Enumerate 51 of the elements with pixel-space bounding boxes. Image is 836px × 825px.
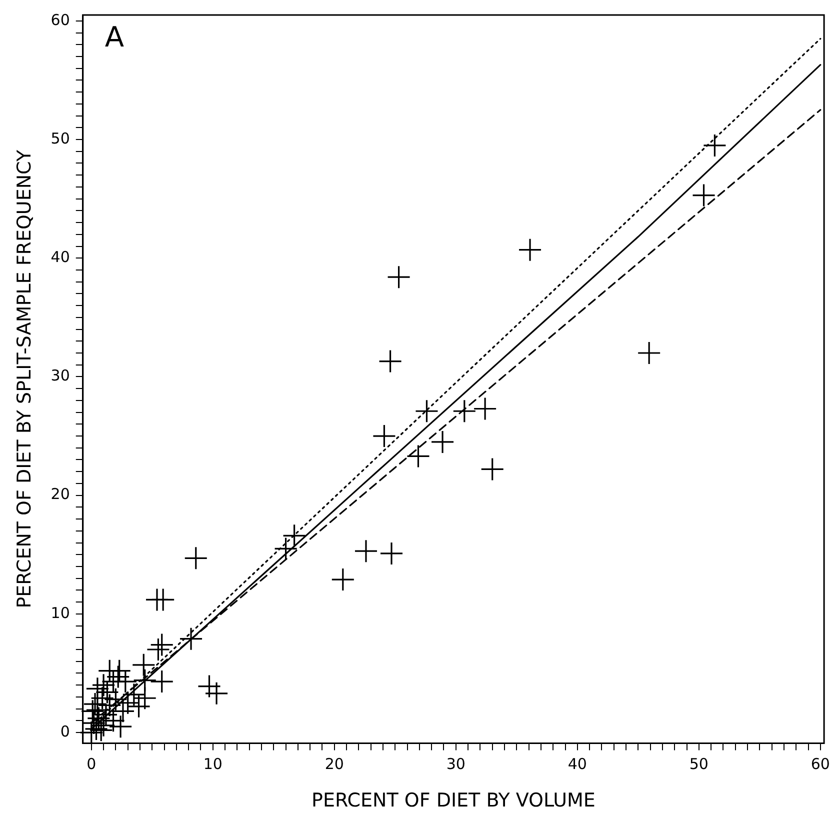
x-tick-label: 50 — [689, 755, 708, 774]
point — [379, 350, 402, 372]
y-tick-label: 40 — [50, 248, 70, 266]
point — [638, 342, 660, 364]
y-tick-label: 20 — [50, 485, 70, 504]
point — [474, 398, 496, 420]
y-tick-label: 50 — [50, 129, 70, 148]
point — [332, 568, 354, 591]
x-tick-label: 0 — [86, 755, 96, 774]
point — [388, 266, 410, 288]
point — [134, 669, 156, 692]
point — [114, 670, 136, 693]
x-tick-label: 40 — [568, 755, 587, 774]
y-tick-label: 10 — [50, 604, 70, 622]
point — [283, 524, 306, 547]
point — [150, 670, 173, 693]
point — [354, 540, 377, 562]
point — [180, 628, 202, 650]
y-axis-title: PERCENT OF DIET BY SPLIT-SAMPLE FREQUENCY — [13, 150, 36, 608]
point — [453, 400, 476, 422]
point — [152, 588, 174, 611]
x-axis-title: PERCENT OF DIET BY VOLUME — [312, 790, 596, 812]
point — [481, 458, 504, 480]
x-tick-label: 10 — [203, 755, 222, 774]
point — [84, 693, 106, 716]
y-tick-label: 30 — [50, 366, 70, 385]
point — [80, 722, 102, 744]
point — [274, 538, 297, 560]
point — [92, 674, 115, 696]
x-tick-label: 60 — [810, 755, 830, 774]
point — [416, 400, 438, 422]
point — [206, 682, 228, 704]
point — [116, 692, 139, 714]
point — [150, 634, 173, 656]
point — [407, 445, 430, 468]
y-tick-label: 60 — [50, 10, 70, 29]
x-tick-label: 30 — [446, 755, 466, 774]
point — [373, 425, 396, 448]
point — [102, 710, 124, 732]
point — [128, 695, 150, 718]
x-tick-label: 20 — [324, 755, 344, 774]
point — [432, 430, 454, 453]
point — [86, 698, 108, 721]
point — [380, 542, 403, 564]
annotation: A — [104, 20, 124, 54]
point — [692, 184, 715, 206]
point — [184, 547, 207, 570]
y-tick-label: 0 — [60, 722, 70, 740]
point — [147, 638, 170, 661]
point — [704, 134, 726, 156]
point — [519, 238, 542, 261]
